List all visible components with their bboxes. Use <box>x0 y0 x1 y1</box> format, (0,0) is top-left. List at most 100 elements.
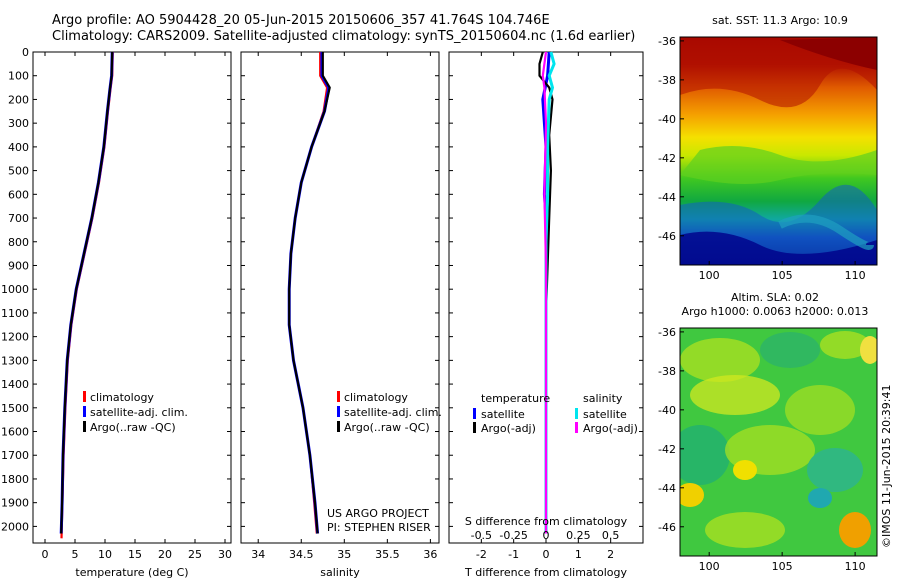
x-tick-label: 0 <box>543 548 550 561</box>
x-tick-label: 5 <box>72 548 79 561</box>
x-axis-label: temperature (deg C) <box>75 566 188 579</box>
pi-label: PI: STEPHEN RISER <box>327 521 431 534</box>
x-tick-label: 34.5 <box>289 548 314 561</box>
y-tick-label: 400 <box>8 141 29 154</box>
y-tick-label: 1800 <box>1 473 29 486</box>
x-tick-label: 1 <box>575 548 582 561</box>
y-tick-label: 500 <box>8 165 29 178</box>
x-tick-label: 35.5 <box>375 548 400 561</box>
panel-temperature: 0100200300400500600700800900100011001200… <box>1 46 232 579</box>
x-tick-label: 105 <box>772 560 793 573</box>
y-tick-label: 1600 <box>1 426 29 439</box>
plot-frame <box>240 51 440 544</box>
y-tick-label: 1900 <box>1 497 29 510</box>
y-tick-label: 200 <box>8 93 29 106</box>
sla-map-subtitle: Argo h1000: 0.0063 h2000: 0.013 <box>682 305 869 318</box>
y-tick-label: -46 <box>658 521 676 534</box>
legend-label: satellite <box>481 408 525 421</box>
y-tick-label: 1400 <box>1 378 29 391</box>
x-tick-label: 110 <box>845 560 866 573</box>
x2-tick-label: -0.5 <box>471 529 492 542</box>
series-line <box>59 51 114 534</box>
series-line <box>60 51 114 534</box>
legend-swatch <box>83 406 86 417</box>
y-tick-label: -46 <box>658 230 676 243</box>
sla-map-frame <box>679 327 878 557</box>
y-tick-label: 1000 <box>1 283 29 296</box>
x-tick-label: 15 <box>128 548 142 561</box>
sst-map-field <box>680 37 877 265</box>
header-line-2: Climatology: CARS2009. Satellite-adjuste… <box>52 29 636 44</box>
credit: ©IMOS 11-Jun-2015 20:39:41 <box>880 384 893 548</box>
legend-label: Argo(-adj) <box>583 422 638 435</box>
y-tick-label: 2000 <box>1 520 29 533</box>
x-tick-label: -1 <box>508 548 519 561</box>
y-tick-label: -36 <box>658 326 676 339</box>
plot-frame <box>32 51 232 544</box>
panel-differences: -2 -1 0 1 2 T difference from climatology temp… <box>448 51 644 579</box>
y-tick-label: -40 <box>658 404 676 417</box>
legend-label: satellite-adj. clim. <box>344 406 442 419</box>
project-label: US ARGO PROJECT <box>327 507 429 520</box>
x-axis-label-2: S difference from climatology <box>465 515 628 528</box>
y-tick-label: -44 <box>658 482 676 495</box>
legend-swatch <box>473 408 476 419</box>
x-tick-label: -2 <box>476 548 487 561</box>
x-tick-label: 30 <box>218 548 232 561</box>
panel-salinity: 34 34.5 35 35.5 36 salinity climatology satelli… <box>240 51 442 579</box>
y-tick-label: 100 <box>8 70 29 83</box>
legend-label: climatology <box>344 391 408 404</box>
y-tick-label: 700 <box>8 212 29 225</box>
y-tick-label: -38 <box>658 74 676 87</box>
x2-tick-label: 0.5 <box>602 529 620 542</box>
y-tick-label: -44 <box>658 191 676 204</box>
y-tick-label: 300 <box>8 117 29 130</box>
x-axis-label: T difference from climatology <box>464 566 627 579</box>
x-tick-label: 35 <box>337 548 351 561</box>
legend-label: satellite <box>583 408 627 421</box>
y-tick-label: 1300 <box>1 354 29 367</box>
x-tick-label: 34 <box>251 548 265 561</box>
y-tick-label: 1700 <box>1 449 29 462</box>
x2-tick-label: 0 <box>543 529 550 542</box>
legend-label: climatology <box>90 391 154 404</box>
legend-swatch <box>575 422 578 433</box>
legend-header-temperature: temperature <box>481 392 550 405</box>
legend-swatch <box>575 408 578 419</box>
series-line <box>287 52 331 534</box>
sst-map-title: sat. SST: 11.3 Argo: 10.9 <box>712 14 848 27</box>
y-tick-label: 900 <box>8 259 29 272</box>
y-tick-label: -42 <box>658 443 676 456</box>
x-tick-label: 100 <box>699 560 720 573</box>
sla-map-title: Altim. SLA: 0.02 <box>731 291 819 304</box>
x-axis-label: salinity <box>320 566 360 579</box>
legend-label: Argo(..raw -QC) <box>90 421 176 434</box>
series-line <box>541 51 548 534</box>
y-tick-label: -42 <box>658 152 676 165</box>
y-tick-label: 1100 <box>1 307 29 320</box>
legend-label: Argo(..raw -QC) <box>344 421 430 434</box>
legend-swatch <box>337 421 340 432</box>
x-tick-label: 20 <box>158 548 172 561</box>
x-tick-label: 2 <box>607 548 614 561</box>
legend-swatch <box>83 421 86 432</box>
y-tick-label: 1500 <box>1 402 29 415</box>
x2-tick-label: -0.25 <box>499 529 527 542</box>
series-line <box>288 52 331 534</box>
legend-swatch <box>473 422 476 433</box>
x-tick-label: 110 <box>845 269 866 282</box>
x-tick-label: 25 <box>188 548 202 561</box>
y-tick-label: 1200 <box>1 331 29 344</box>
y-tick-label: -36 <box>658 35 676 48</box>
y-tick-label: -38 <box>658 365 676 378</box>
y-tick-label: 800 <box>8 236 29 249</box>
x-tick-label: 100 <box>699 269 720 282</box>
y-tick-label: 600 <box>8 188 29 201</box>
legend-swatch <box>83 391 86 402</box>
header-line-1: Argo profile: AO 5904428_20 05-Jun-2015 … <box>52 13 550 28</box>
y-tick-label: 0 <box>22 46 29 59</box>
x-tick-label: 0 <box>42 548 49 561</box>
legend-header-salinity: salinity <box>583 392 623 405</box>
y-tick-label: -40 <box>658 113 676 126</box>
